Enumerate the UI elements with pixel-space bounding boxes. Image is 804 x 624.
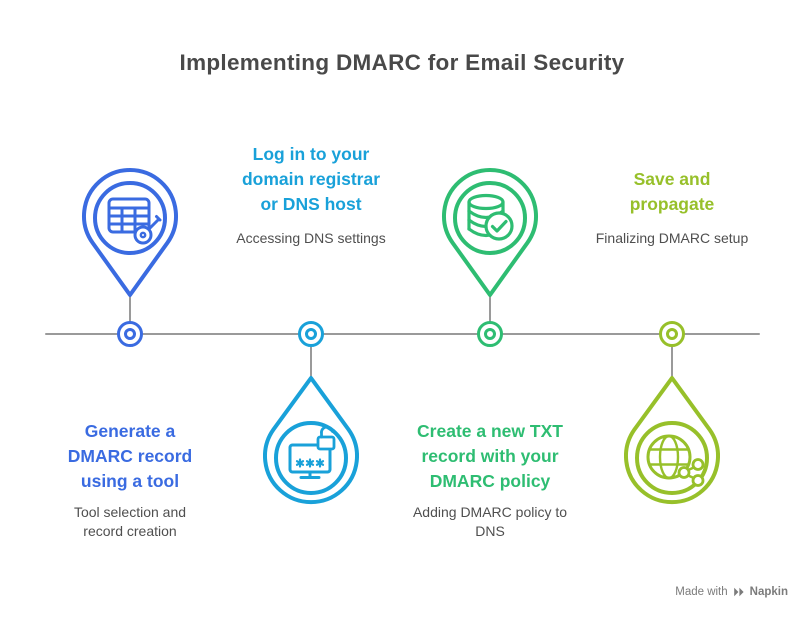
timeline-node-step2 bbox=[298, 321, 324, 347]
timeline-node-step4 bbox=[659, 321, 685, 347]
step1-subtitle: Tool selection and record creation bbox=[73, 504, 187, 539]
table-key-icon bbox=[107, 197, 162, 245]
pin-inner-circle bbox=[93, 181, 167, 255]
double-chevron-right-icon bbox=[733, 587, 744, 597]
step2-drop-marker bbox=[263, 376, 359, 505]
node-inner-dot bbox=[124, 328, 136, 340]
step3-pin-marker bbox=[442, 168, 538, 297]
napkin-watermark: Made with Napkin bbox=[675, 586, 788, 598]
step4-title: Save and propagate bbox=[629, 169, 715, 214]
watermark-brand-label: Napkin bbox=[749, 586, 788, 598]
globe-share-icon bbox=[646, 434, 705, 487]
pin-outline bbox=[442, 168, 538, 297]
step3-subtitle: Adding DMARC policy to DNS bbox=[412, 504, 568, 539]
password-asterisks bbox=[295, 458, 325, 468]
monitor-password-lock-icon bbox=[288, 425, 336, 479]
page-title: Implementing DMARC for Email Security bbox=[179, 50, 625, 75]
step1-title: Generate a DMARC record using a tool bbox=[67, 421, 193, 491]
database-check-icon bbox=[467, 193, 514, 241]
pin-outline bbox=[82, 168, 178, 297]
step4-subtitle: Finalizing DMARC setup bbox=[595, 230, 749, 246]
step2-title: Log in to your domain registrar or DNS h… bbox=[241, 144, 381, 214]
drop-outline bbox=[263, 376, 359, 505]
timeline-node-step1 bbox=[117, 321, 143, 347]
node-inner-dot bbox=[305, 328, 317, 340]
drop-inner-circle bbox=[635, 421, 709, 495]
drop-inner-circle bbox=[274, 421, 348, 495]
timeline-node-step3 bbox=[477, 321, 503, 347]
connector-line-step2 bbox=[309, 347, 312, 377]
connector-line-step1 bbox=[128, 294, 131, 322]
step1-pin-marker bbox=[82, 168, 178, 297]
watermark-made-with-label: Made with bbox=[675, 586, 728, 598]
drop-outline bbox=[624, 376, 720, 505]
connector-line-step3 bbox=[488, 294, 491, 322]
step4-drop-marker bbox=[624, 376, 720, 505]
timeline-axis bbox=[45, 332, 760, 335]
node-inner-dot bbox=[666, 328, 678, 340]
open-padlock-icon bbox=[316, 435, 336, 451]
pin-inner-circle bbox=[453, 181, 527, 255]
step2-subtitle: Accessing DNS settings bbox=[236, 230, 386, 246]
connector-line-step4 bbox=[670, 347, 673, 377]
node-inner-dot bbox=[484, 328, 496, 340]
step3-title: Create a new TXT record with your DMARC … bbox=[417, 421, 563, 491]
